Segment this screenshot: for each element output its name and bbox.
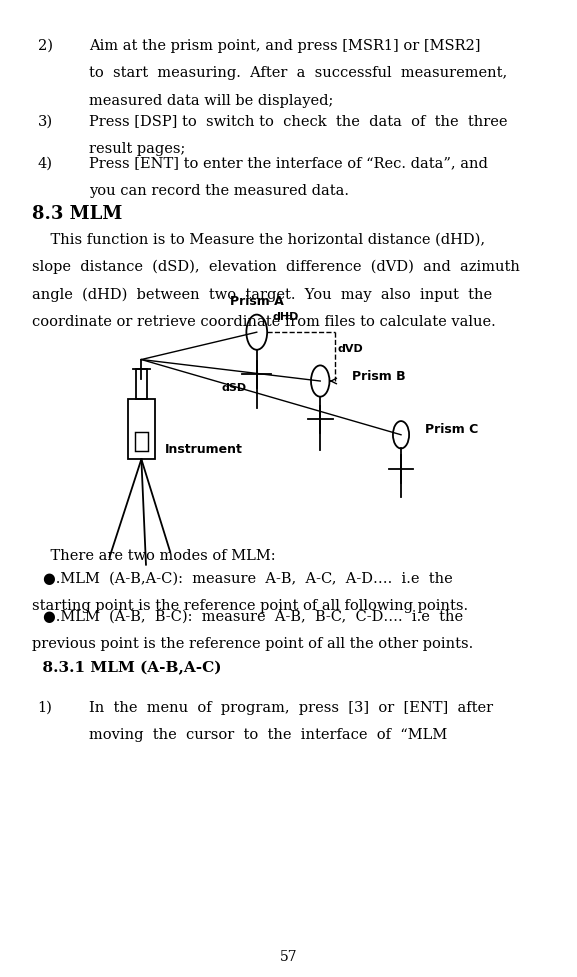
- Text: you can record the measured data.: you can record the measured data.: [89, 184, 350, 197]
- Bar: [128, 399, 155, 459]
- Bar: [136, 369, 147, 399]
- Text: 8.3.1 MLM (A-B,A-C): 8.3.1 MLM (A-B,A-C): [32, 661, 221, 676]
- Text: There are two modes of MLM:: There are two modes of MLM:: [32, 549, 275, 563]
- Text: Instrument: Instrument: [164, 443, 242, 456]
- Bar: [135, 432, 148, 451]
- Text: coordinate or retrieve coordinate from files to calculate value.: coordinate or retrieve coordinate from f…: [32, 315, 496, 328]
- Text: angle  (dHD)  between  two  target.  You  may  also  input  the: angle (dHD) between two target. You may …: [32, 287, 492, 302]
- Text: result pages;: result pages;: [89, 142, 186, 155]
- Text: In  the  menu  of  program,  press  [3]  or  [ENT]  after: In the menu of program, press [3] or [EN…: [89, 701, 493, 714]
- Text: Prism A: Prism A: [230, 295, 284, 308]
- Text: Press [DSP] to  switch to  check  the  data  of  the  three: Press [DSP] to switch to check the data …: [89, 114, 508, 128]
- Text: 3): 3): [38, 114, 53, 128]
- Text: previous point is the reference point of all the other points.: previous point is the reference point of…: [32, 637, 473, 651]
- Text: measured data will be displayed;: measured data will be displayed;: [89, 94, 334, 107]
- Text: starting point is the reference point of all following points.: starting point is the reference point of…: [32, 599, 468, 613]
- Text: Press [ENT] to enter the interface of “Rec. data”, and: Press [ENT] to enter the interface of “R…: [89, 156, 488, 170]
- Text: to  start  measuring.  After  a  successful  measurement,: to start measuring. After a successful m…: [89, 66, 508, 80]
- Text: ●.MLM  (A-B,  B-C):  measure  A-B,  B-C,  C-D….  i.e  the: ●.MLM (A-B, B-C): measure A-B, B-C, C-D……: [43, 610, 463, 623]
- Text: slope  distance  (dSD),  elevation  difference  (dVD)  and  azimuth: slope distance (dSD), elevation differen…: [32, 260, 520, 275]
- Text: 1): 1): [38, 701, 53, 714]
- Text: 4): 4): [38, 156, 53, 170]
- Text: 8.3 MLM: 8.3 MLM: [32, 205, 122, 223]
- Text: 2): 2): [38, 39, 53, 53]
- Text: Aim at the prism point, and press [MSR1] or [MSR2]: Aim at the prism point, and press [MSR1]…: [89, 39, 481, 53]
- Text: dHD: dHD: [273, 313, 299, 322]
- Text: Prism B: Prism B: [352, 369, 406, 383]
- Text: dSD: dSD: [221, 383, 246, 393]
- Text: 57: 57: [280, 951, 297, 964]
- Text: moving  the  cursor  to  the  interface  of  “MLM: moving the cursor to the interface of “M…: [89, 728, 448, 742]
- Text: This function is to Measure the horizontal distance (dHD),: This function is to Measure the horizont…: [32, 233, 485, 246]
- Text: dVD: dVD: [338, 344, 364, 354]
- Text: ●.MLM  (A-B,A-C):  measure  A-B,  A-C,  A-D….  i.e  the: ●.MLM (A-B,A-C): measure A-B, A-C, A-D….…: [43, 572, 453, 585]
- Text: Prism C: Prism C: [425, 423, 478, 437]
